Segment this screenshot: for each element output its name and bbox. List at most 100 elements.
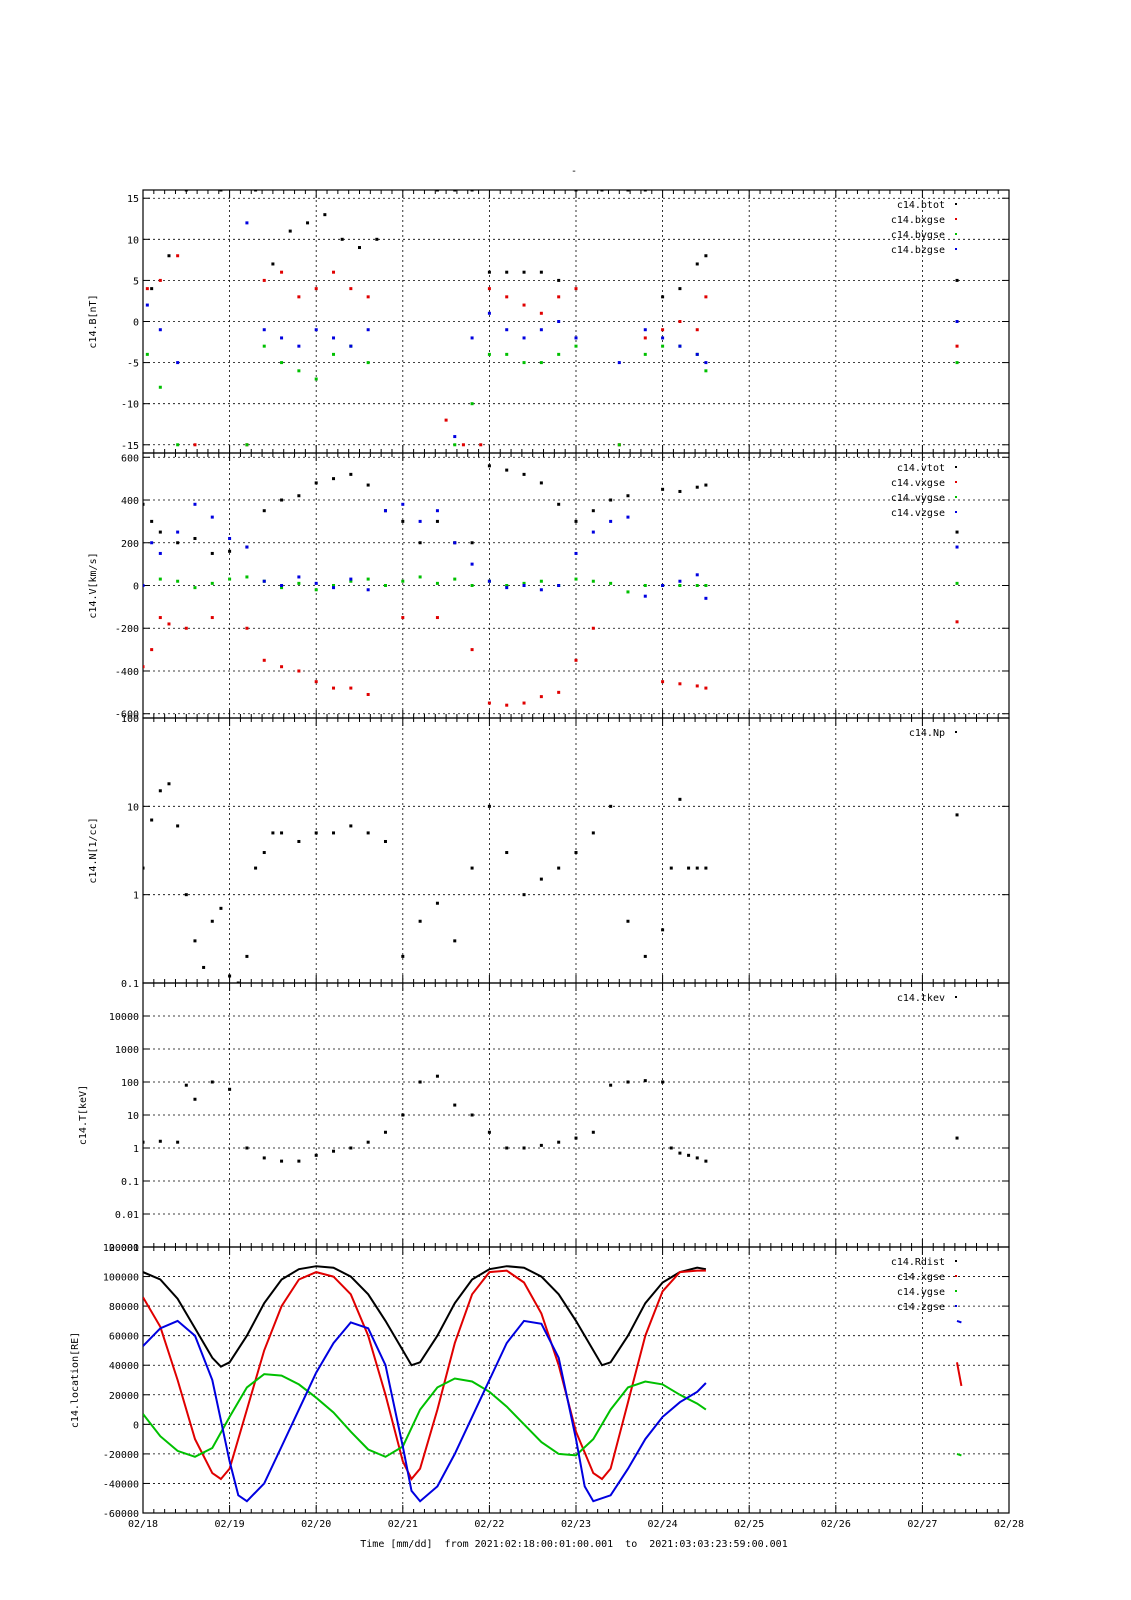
data-point: [591, 626, 595, 630]
data-point: [626, 590, 630, 594]
data-point: [332, 831, 336, 835]
data-point: [522, 303, 526, 307]
x-axis: 02/18 02/19 02/20 02/21 02/22 02/23 02/24 02/25…: [128, 1519, 1024, 1530]
legend-marker: [955, 481, 957, 483]
data-point: [470, 584, 474, 587]
data-point: [487, 270, 491, 274]
data-point: [332, 352, 336, 356]
data-point: [470, 562, 474, 566]
data-point: [453, 1103, 457, 1107]
data-point: [245, 1146, 249, 1150]
series-line: [956, 1362, 963, 1387]
data-point: [704, 483, 708, 487]
data-point: [176, 824, 180, 828]
y-tick-label: -5: [127, 359, 139, 370]
data-point: [383, 509, 387, 513]
data-point: [591, 530, 595, 534]
y-tick-label: 200: [121, 539, 139, 550]
legend-label: c14.Np: [909, 728, 945, 739]
data-point: [297, 344, 301, 348]
data-point: [366, 1140, 370, 1144]
data-point: [202, 965, 206, 969]
data-point: [643, 336, 647, 340]
data-point: [609, 581, 613, 585]
data-point: [314, 377, 318, 381]
data-point: [435, 901, 439, 905]
data-point: [193, 536, 197, 540]
series-line: [143, 1269, 706, 1481]
data-point: [505, 586, 509, 590]
legend-label: c14.bzgse: [891, 245, 945, 256]
data-point: [366, 483, 370, 487]
data-point: [297, 839, 301, 843]
data-point: [158, 577, 162, 581]
data-point: [150, 287, 154, 291]
data-point: [158, 530, 162, 534]
data-point: [418, 1080, 422, 1084]
data-point: [349, 686, 353, 690]
data-point: [695, 1156, 699, 1160]
data-point: [297, 295, 301, 299]
data-point: [643, 328, 647, 332]
data-point: [574, 658, 578, 662]
data-point: [297, 369, 301, 373]
y-axis-label: c14.V[km/s]: [88, 552, 99, 618]
data-point: [557, 352, 561, 356]
data-point: [591, 579, 595, 583]
series-line: [143, 1319, 707, 1503]
data-point: [184, 893, 188, 897]
y-tick-label: 60000: [109, 1332, 139, 1343]
data-point: [262, 1156, 266, 1160]
data-point: [453, 190, 457, 192]
panel-1: 15 10 5 0 -5 -10 -15 c14.B[nT] c14.btot c14.bxgse…: [88, 189, 1010, 454]
data-point: [158, 616, 162, 620]
data-point: [955, 361, 959, 365]
y-tick-label: 20000: [109, 1391, 139, 1402]
data-point: [574, 519, 578, 523]
panels: 151050-5-10-15c14.B[nT]c14.btotc14.bxgse…: [70, 189, 1010, 1520]
data-point: [487, 287, 491, 291]
data-point: [695, 352, 699, 356]
data-point: [704, 596, 708, 600]
data-point: [219, 906, 223, 910]
data-point: [626, 1080, 630, 1084]
data-group: [145, 190, 959, 447]
y-tick-label: 15: [127, 194, 139, 205]
panel-4: 10000 1000 100 10 1 0.1 0.01 0.001 c14.T[keV] c14…: [78, 982, 1010, 1254]
data-point: [228, 974, 232, 978]
data-point: [297, 669, 301, 673]
y-tick-label: -10: [121, 400, 139, 411]
data-point: [661, 487, 665, 491]
x-tick-label: 02/19: [215, 1519, 245, 1530]
data-point: [193, 939, 197, 943]
y-tick-label: 10: [127, 1111, 139, 1122]
data-point: [349, 824, 353, 828]
y-tick-label: 600: [121, 453, 139, 464]
data-point: [574, 551, 578, 555]
data-point: [661, 1080, 665, 1084]
data-point: [435, 519, 439, 523]
data-point: [591, 1130, 595, 1134]
data-point: [522, 584, 526, 587]
data-point: [626, 919, 630, 923]
data-point: [687, 1153, 691, 1157]
data-point: [661, 680, 665, 684]
data-point: [669, 866, 673, 870]
series-line: [956, 1319, 962, 1324]
data-point: [574, 336, 578, 340]
y-tick-label: -40000: [103, 1479, 139, 1490]
data-point: [695, 684, 699, 688]
data-point: [955, 320, 959, 323]
y-tick-label: 0: [133, 318, 139, 329]
data-point: [262, 658, 266, 662]
data-point: [470, 190, 474, 192]
data-point: [487, 1130, 491, 1134]
data-point: [487, 464, 491, 468]
data-point: [643, 352, 647, 356]
data-point: [383, 839, 387, 843]
data-point: [158, 385, 162, 389]
data-point: [955, 530, 959, 534]
data-point: [505, 1146, 509, 1150]
data-point: [695, 328, 699, 332]
data-point: [470, 866, 474, 870]
